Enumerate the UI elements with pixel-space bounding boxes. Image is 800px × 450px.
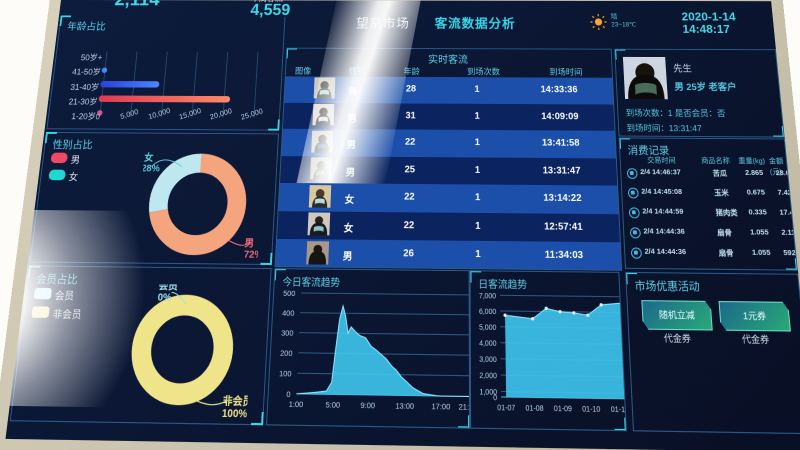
svg-text:400: 400	[282, 310, 295, 319]
svg-text:5:00: 5:00	[325, 401, 340, 410]
svg-text:9:00: 9:00	[360, 402, 375, 411]
svg-text:100%: 100%	[221, 407, 248, 420]
svg-text:200: 200	[280, 350, 293, 359]
svg-text:3,000: 3,000	[479, 357, 497, 365]
svg-text:0: 0	[493, 395, 498, 403]
svg-text:1:00: 1:00	[288, 401, 303, 410]
svg-text:01-10: 01-10	[582, 406, 601, 414]
svg-text:女: 女	[144, 151, 155, 163]
svg-text:300: 300	[281, 329, 294, 338]
svg-text:28%: 28%	[141, 162, 161, 173]
svg-text:4,000: 4,000	[479, 341, 497, 349]
svg-text:6,000: 6,000	[479, 309, 497, 317]
svg-text:17:00: 17:00	[431, 403, 450, 412]
svg-text:5,000: 5,000	[479, 325, 497, 333]
svg-text:01-11: 01-11	[611, 407, 627, 415]
svg-text:01-09: 01-09	[554, 406, 573, 414]
svg-text:100: 100	[279, 370, 292, 379]
svg-text:01-07: 01-07	[497, 405, 516, 413]
svg-text:0: 0	[286, 391, 291, 400]
svg-text:0%: 0%	[157, 291, 172, 303]
svg-text:非会员: 非会员	[222, 393, 253, 407]
svg-text:21:00: 21:00	[459, 403, 471, 412]
svg-text:500: 500	[283, 290, 296, 298]
svg-text:7,000: 7,000	[479, 293, 497, 300]
svg-text:2,000: 2,000	[479, 373, 497, 381]
svg-text:01-08: 01-08	[525, 405, 544, 413]
svg-text:13:00: 13:00	[395, 402, 414, 411]
svg-text:男: 男	[244, 237, 254, 249]
